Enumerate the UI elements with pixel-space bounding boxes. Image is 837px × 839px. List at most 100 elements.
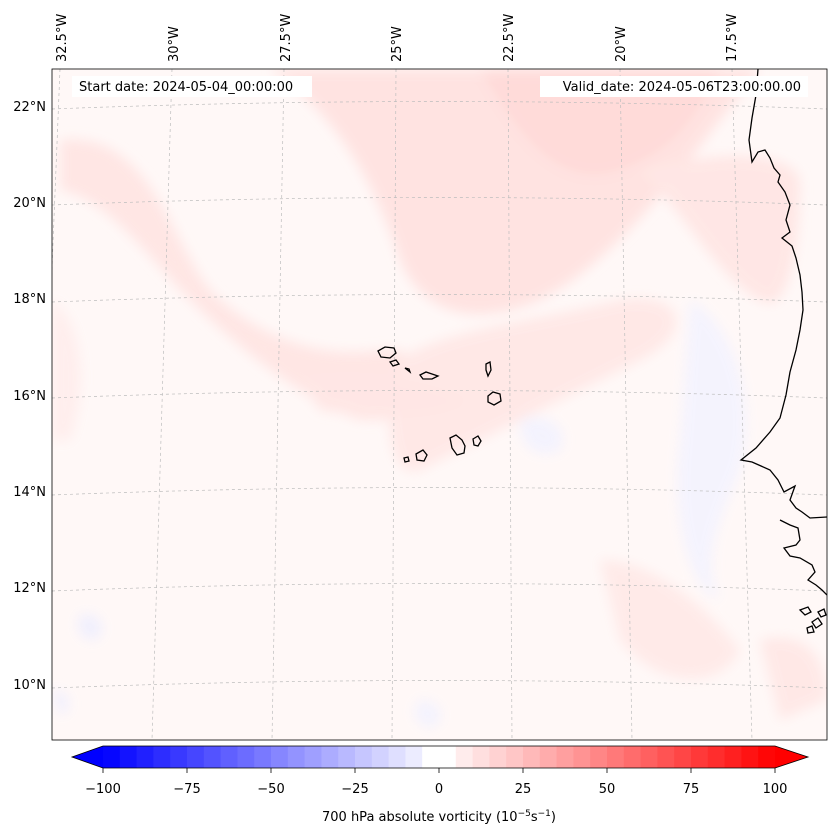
colorbar-cell <box>153 746 171 768</box>
gridline-lat-14 <box>52 487 827 496</box>
colorbar-cell <box>707 746 726 768</box>
map-frame <box>51 68 828 741</box>
colorbar-cell <box>321 746 339 768</box>
lon-label: 17.5°W <box>725 14 740 62</box>
colorbar-cell <box>607 746 625 768</box>
colorbar-tick-label: −50 <box>257 782 284 797</box>
colorbar-tick-label: 25 <box>515 782 532 797</box>
colorbar-cell <box>220 746 238 768</box>
valid-date-text: Valid_date: 2024-05-06T23:00:00.00 <box>563 80 801 95</box>
longitude-labels: 32.5°W 30°W 27.5°W 25°W 22.5°W 20°W 17.5°W <box>55 14 740 62</box>
lon-label: 22.5°W <box>502 14 517 62</box>
colorbar-cell <box>489 746 507 768</box>
colorbar-cell <box>422 746 440 768</box>
colorbar: −100 −75 −50 −25 0 25 50 75 100 700 hPa absolute… <box>70 745 810 825</box>
colorbar-cell <box>623 746 642 768</box>
gridline-lat-22 <box>52 101 827 110</box>
colorbar-tick-label: 75 <box>683 782 700 797</box>
colorbar-cell <box>741 746 759 768</box>
lon-label: 20°W <box>614 26 629 62</box>
colorbar-tick-label: 0 <box>435 782 443 797</box>
colorbar-cell <box>371 746 390 768</box>
cape-verde-maio <box>472 435 482 447</box>
colorbar-label: 700 hPa absolute vorticity (10−5s−1) <box>322 809 556 825</box>
gridline-lon-20 <box>619 69 633 740</box>
start-date-box <box>72 76 312 97</box>
lat-label: 14°N <box>13 485 46 500</box>
cape-verde-sal <box>485 361 492 378</box>
colorbar-cell <box>136 746 154 768</box>
colorbar-cell <box>355 746 373 768</box>
colorbar-cell <box>338 746 356 768</box>
colorbar-cell <box>119 746 138 768</box>
colorbar-cell <box>506 746 524 768</box>
colorbar-tick-label: −25 <box>341 782 368 797</box>
lon-label: 27.5°W <box>279 14 294 62</box>
colorbar-extend-max <box>775 746 808 768</box>
lon-label: 25°W <box>390 26 405 62</box>
gridline-lat-12 <box>52 583 827 592</box>
cape-verde-boa-vista <box>487 391 502 406</box>
gridline-lat-18 <box>52 294 827 303</box>
colorbar-cell <box>187 746 205 768</box>
gridline-lon-22-5 <box>507 69 513 740</box>
lat-label: 16°N <box>13 389 46 404</box>
colorbar-extend-min <box>72 746 103 768</box>
colorbar-ticks: −100 −75 −50 −25 0 25 50 75 100 <box>85 768 787 797</box>
colorbar-cell <box>674 746 692 768</box>
cape-verde-santo-antao <box>377 346 397 359</box>
colorbar-cells <box>103 746 776 768</box>
colorbar-cell <box>455 746 474 768</box>
colorbar-cell <box>657 746 675 768</box>
lat-label: 22°N <box>13 100 46 115</box>
cape-verde-santiago <box>449 434 466 456</box>
colorbar-cell <box>590 746 608 768</box>
colorbar-cell <box>724 746 742 768</box>
africa-coastline <box>739 69 827 596</box>
colorbar-cell <box>203 746 222 768</box>
map-panel: Start date: 2024-05-04_00:00:00 Valid_da… <box>51 68 828 741</box>
valid-date-box <box>540 76 808 97</box>
gridline-lat-16 <box>52 390 827 399</box>
bijagos-islands <box>798 606 827 634</box>
graticule <box>52 69 827 740</box>
lat-label: 10°N <box>13 678 46 693</box>
colorbar-cell <box>103 746 121 768</box>
colorbar-cell <box>237 746 255 768</box>
gridline-lon-30 <box>151 69 173 740</box>
lon-label: 32.5°W <box>55 14 70 62</box>
gridline-lon-27-5 <box>271 69 285 740</box>
colorbar-cell <box>271 746 289 768</box>
colorbar-cell <box>472 746 490 768</box>
colorbar-tick-label: 100 <box>763 782 788 797</box>
coastlines <box>377 69 827 634</box>
colorbar-cell <box>170 746 188 768</box>
colorbar-cell <box>556 746 574 768</box>
lon-label: 30°W <box>167 26 182 62</box>
cape-verde-sao-vicente <box>388 359 401 367</box>
lat-label: 12°N <box>13 581 46 596</box>
colorbar-cell <box>523 746 541 768</box>
gridline-lon-17-5 <box>731 69 753 740</box>
gridline-lon-25 <box>391 69 397 740</box>
cape-verde-sao-nicolau <box>419 371 440 380</box>
lat-label: 18°N <box>13 292 46 307</box>
cape-verde-santa-luzia <box>404 367 412 374</box>
colorbar-cell <box>405 746 423 768</box>
lat-label: 20°N <box>13 196 46 211</box>
colorbar-cell <box>304 746 322 768</box>
colorbar-tick-label: −75 <box>173 782 200 797</box>
colorbar-tick-label: 50 <box>599 782 616 797</box>
colorbar-cell <box>287 746 306 768</box>
colorbar-tick-label: −100 <box>85 782 121 797</box>
gridline-lat-20 <box>52 197 827 206</box>
cape-verde-brava <box>403 456 410 463</box>
colorbar-cell <box>573 746 591 768</box>
latitude-labels: 22°N 20°N 18°N 16°N 14°N 12°N 10°N <box>13 100 46 693</box>
cape-verde-fogo <box>415 449 428 462</box>
colorbar-cell <box>539 746 558 768</box>
colorbar-cell <box>758 746 776 768</box>
colorbar-cell <box>640 746 658 768</box>
start-date-text: Start date: 2024-05-04_00:00:00 <box>79 80 293 95</box>
